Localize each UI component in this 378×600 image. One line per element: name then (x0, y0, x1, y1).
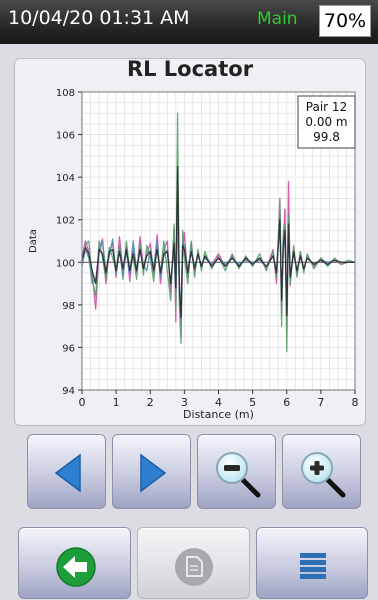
readout-distance: 0.00 m (305, 115, 347, 129)
x-tick-label: 6 (283, 396, 290, 409)
scroll-right-button[interactable] (112, 434, 191, 509)
list-icon (300, 553, 326, 579)
readout-value: 99.8 (313, 130, 340, 144)
arrow-left-icon (54, 453, 81, 493)
x-tick-label: 8 (352, 396, 359, 409)
y-tick-label: 104 (56, 173, 75, 184)
rl-chart[interactable]: 94 96 98 100 102 104 106 108 0 1 2 3 4 5 6 7 8 Distance (… (15, 59, 365, 425)
x-tick-label: 5 (249, 396, 256, 409)
y-tick-label: 94 (62, 386, 75, 397)
document-icon (175, 548, 213, 586)
y-tick-label: 102 (56, 216, 75, 227)
battery-indicator: 70% (319, 5, 371, 37)
y-tick-label: 100 (56, 258, 75, 269)
back-arrow-icon (56, 547, 96, 587)
zoom-out-icon (216, 452, 261, 498)
scroll-left-button[interactable] (27, 434, 106, 509)
status-bar: 10/04/20 01:31 AM Main 70% (0, 0, 378, 44)
series-line (81, 165, 355, 319)
x-tick-label: 2 (147, 396, 154, 409)
y-axis-label: Data (28, 229, 39, 253)
y-tick-label: 106 (56, 131, 75, 142)
arrow-right-icon (140, 453, 167, 493)
status-datetime: 10/04/20 01:31 AM (8, 7, 190, 29)
y-tick-label: 98 (62, 301, 75, 312)
report-button[interactable] (137, 527, 250, 599)
x-tick-label: 4 (215, 396, 222, 409)
x-tick-label: 3 (181, 396, 188, 409)
x-tick-label: 7 (317, 396, 324, 409)
readout-box (297, 95, 356, 149)
zoom-in-button[interactable] (282, 434, 361, 509)
y-tick-label: 108 (56, 88, 75, 99)
y-tick-label: 96 (62, 343, 75, 354)
x-axis-label: Distance (m) (183, 408, 254, 421)
zoom-in-icon (301, 452, 346, 498)
back-button[interactable] (18, 527, 131, 599)
rl-locator-panel: 94 96 98 100 102 104 106 108 0 1 2 3 4 5 6 7 8 Distance (… (14, 57, 366, 426)
x-tick-label: 1 (113, 396, 120, 409)
status-power-source: Main (257, 9, 298, 29)
x-tick-label: 0 (79, 396, 86, 409)
page-title: RL Locator (126, 57, 254, 81)
list-button[interactable] (256, 527, 368, 599)
readout-pair: Pair 12 (306, 100, 347, 114)
zoom-out-button[interactable] (197, 434, 276, 509)
